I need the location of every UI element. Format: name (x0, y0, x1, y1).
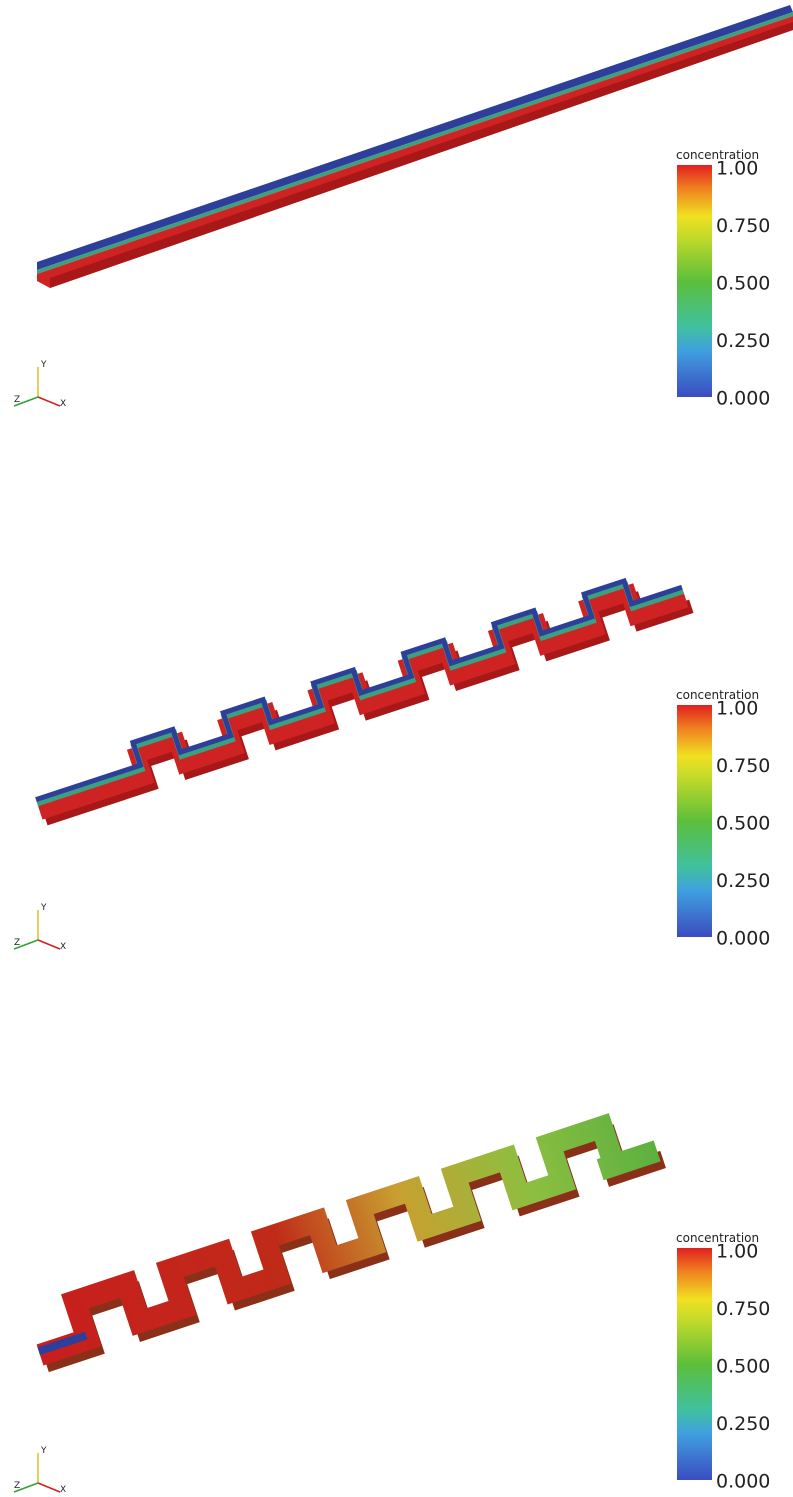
axis-label-x: X (60, 942, 66, 952)
figure: concentration1.000.7500.5000.2500.000YXZ… (0, 0, 793, 1497)
colorbar-gradient (677, 165, 712, 397)
axis-label-x: X (60, 1485, 66, 1495)
axis-x (38, 1483, 60, 1492)
colorbar-tick-label: 0.000 (716, 388, 770, 410)
axis-x (38, 940, 60, 949)
colorbar-gradient (677, 1248, 712, 1480)
axis-label-z: Z (14, 395, 20, 405)
page: {"panels": [ {"colorbar": {"title": "con… (0, 0, 793, 1497)
axes-triad: Y X Z (14, 1446, 66, 1495)
colorbar-tick-label: 1.00 (716, 1241, 758, 1263)
colorbar-tick-label: 0.000 (716, 928, 770, 950)
colorbar-tick-label: 0.500 (716, 813, 770, 835)
axis-label-y: Y (40, 1446, 47, 1456)
colorbar-tick-label: 0.750 (716, 215, 770, 237)
axis-label-z: Z (14, 1481, 20, 1491)
colorbar-tick-label: 1.00 (716, 698, 758, 720)
colorbar-tick-label: 0.000 (716, 1471, 770, 1493)
colorbar-tick-label: 0.250 (716, 1413, 770, 1435)
colorbar-tick-label: 0.250 (716, 870, 770, 892)
colorbar-tick-label: 0.500 (716, 273, 770, 295)
axes-triad: Y X Z (14, 903, 66, 952)
channel-blue (28, 564, 681, 799)
axis-label-x: X (60, 399, 66, 409)
colorbar-tick-label: 0.750 (716, 1298, 770, 1320)
axis-label-z: Z (14, 938, 20, 948)
axis-label-y: Y (40, 903, 47, 913)
colorbar-gradient (677, 705, 712, 937)
colorbar-tick-label: 0.750 (716, 755, 770, 777)
channel-serpentine (28, 564, 691, 820)
colorbar-tick-label: 0.250 (716, 330, 770, 352)
channel-top (27, 1113, 657, 1355)
axes-triad: Y X Z (14, 360, 66, 409)
colorbar-tick-label: 1.00 (716, 158, 758, 180)
colorbar-tick-label: 0.500 (716, 1356, 770, 1378)
axis-label-y: Y (40, 360, 47, 370)
axis-x (38, 397, 60, 406)
channel-serpentine-mixed (27, 1112, 663, 1365)
